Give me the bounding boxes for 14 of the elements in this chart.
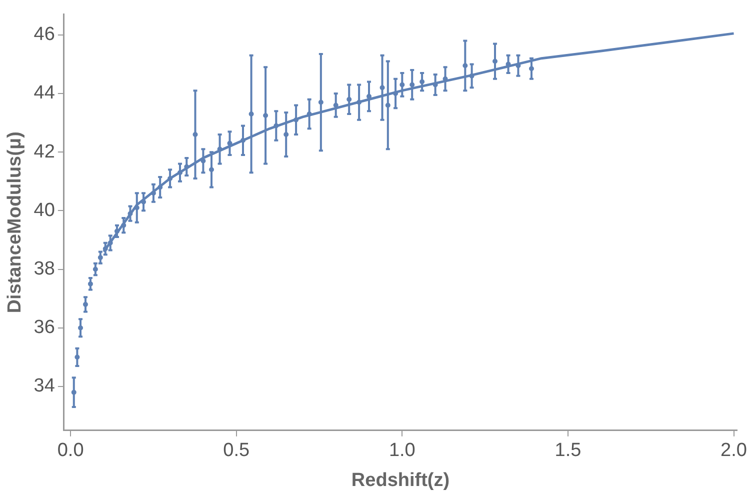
x-tick-label: 1.5 — [554, 440, 582, 462]
y-tick-label: 46 — [34, 24, 55, 46]
y-tick-label: 42 — [34, 141, 55, 162]
x-tick-label: 0.0 — [57, 440, 84, 462]
x-tick-label: 1.0 — [388, 440, 416, 462]
y-tick-label: 44 — [34, 82, 56, 104]
y-tick-label: 40 — [34, 200, 55, 221]
x-tick-label: 0.5 — [223, 440, 250, 462]
y-tick-label: 34 — [34, 376, 56, 397]
x-axis-title: Redshift(z) — [351, 470, 450, 491]
y-tick-label: 36 — [34, 317, 55, 338]
y-axis-title: DistanceModulus(μ) — [4, 132, 26, 314]
x-tick-label: 2.0 — [720, 440, 747, 462]
y-tick-label: 38 — [34, 258, 55, 280]
